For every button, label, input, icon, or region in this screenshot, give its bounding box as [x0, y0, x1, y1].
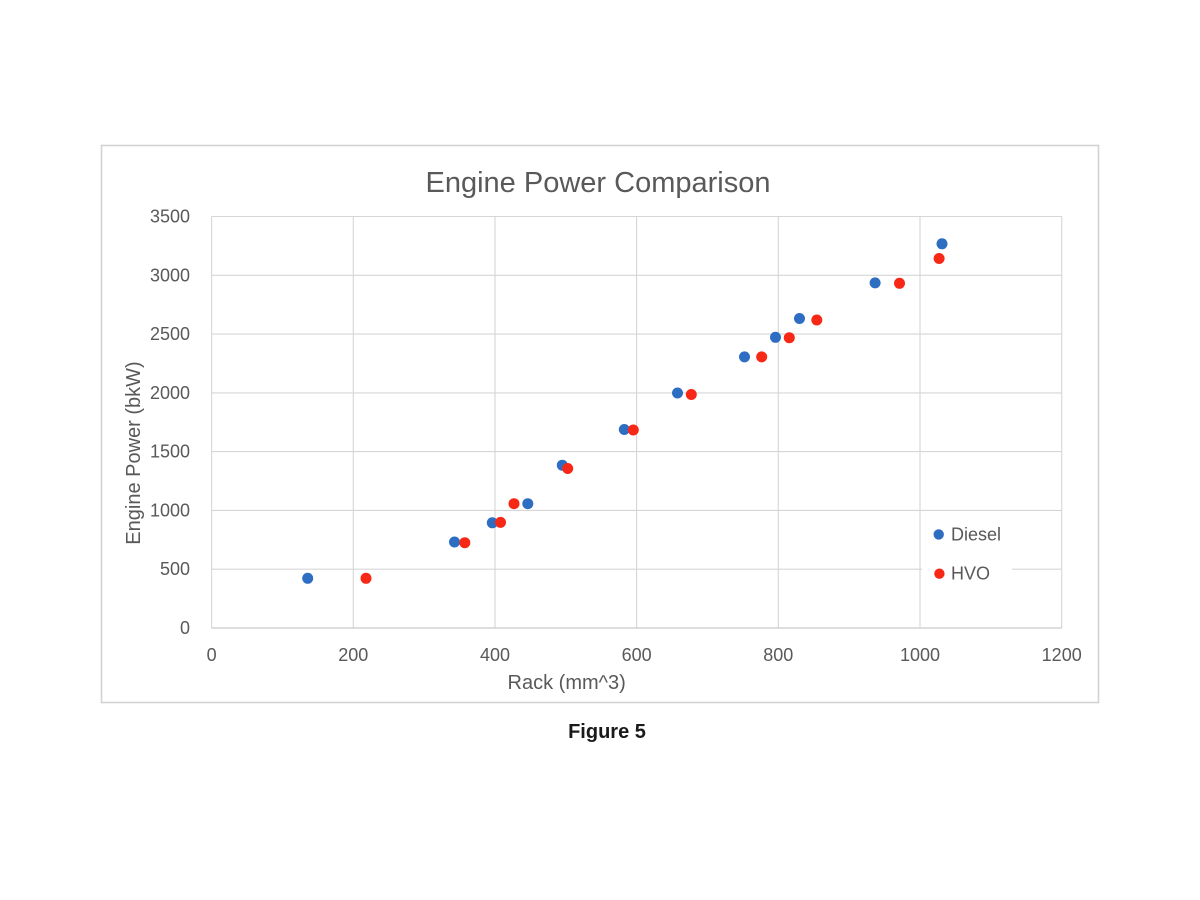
svg-text:0: 0 [207, 645, 217, 665]
svg-text:800: 800 [763, 645, 793, 665]
svg-text:500: 500 [160, 559, 190, 579]
svg-text:Figure 5: Figure 5 [568, 721, 646, 743]
svg-text:Diesel: Diesel [951, 524, 1001, 544]
svg-text:1000: 1000 [150, 500, 190, 520]
svg-text:2000: 2000 [150, 383, 190, 403]
svg-text:Rack (mm^3): Rack (mm^3) [508, 672, 626, 694]
svg-text:1200: 1200 [1042, 645, 1082, 665]
svg-text:HVO: HVO [951, 564, 990, 584]
svg-text:Engine Power (bkW): Engine Power (bkW) [123, 361, 145, 544]
svg-text:0: 0 [180, 618, 190, 638]
svg-text:200: 200 [338, 645, 368, 665]
svg-text:3500: 3500 [150, 207, 190, 227]
svg-text:3000: 3000 [150, 265, 190, 285]
svg-text:Engine Power Comparison: Engine Power Comparison [426, 167, 771, 199]
svg-text:400: 400 [480, 645, 510, 665]
svg-text:1000: 1000 [900, 645, 940, 665]
svg-text:2500: 2500 [150, 324, 190, 344]
svg-text:600: 600 [622, 645, 652, 665]
svg-text:1500: 1500 [150, 442, 190, 462]
